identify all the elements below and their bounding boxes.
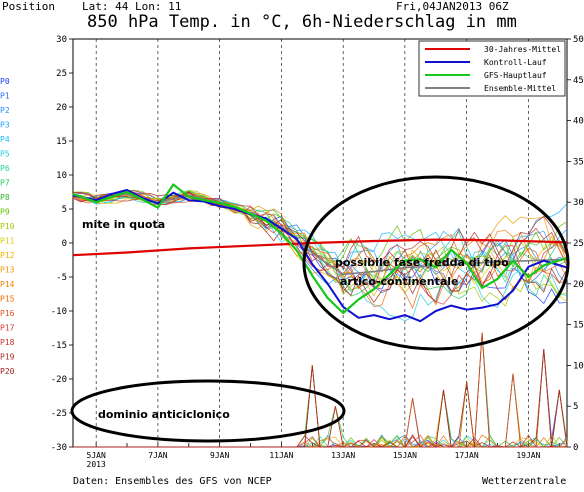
legend-label-30-jahres-mittel: 30-Jahres-Mittel	[484, 45, 561, 54]
member-label-p3: P3	[0, 121, 10, 130]
member-label-p6: P6	[0, 164, 10, 173]
right-tick-label: 10	[573, 361, 584, 371]
left-tick-label: 15	[56, 137, 67, 147]
legend-box	[418, 40, 566, 97]
member-label-p14: P14	[0, 280, 15, 289]
right-tick-label: 20	[573, 280, 584, 290]
left-axis: 30 25 20 15 10 5 0 -5 -10 -15 -20 -25 -30	[51, 35, 73, 453]
ensemble-member-line	[72, 190, 568, 304]
right-tick-label: 5	[573, 402, 578, 412]
member-label-p5: P5	[0, 150, 10, 159]
annotation-ellipse-anticyclone	[70, 379, 346, 443]
right-tick-label: 35	[573, 157, 584, 167]
right-tick-label: 45	[573, 76, 584, 86]
member-label-p11: P11	[0, 237, 15, 246]
member-label-p15: P15	[0, 295, 15, 304]
series-gfs-hauptlauf	[72, 183, 568, 315]
member-label-p13: P13	[0, 266, 15, 275]
annotation-ellipse-cold	[302, 175, 570, 351]
annotation-mite-in-quota: mite in quota	[82, 218, 165, 231]
legend-label-kontroll-lauf: Kontroll-Lauf	[484, 58, 547, 67]
lat-lon-label: Lat: 44 Lon: 11	[82, 0, 181, 13]
x-tick-label: 19JAN	[516, 451, 540, 460]
precip-member-line	[73, 349, 568, 448]
legend: 30-Jahres-Mittel Kontroll-Lauf GFS-Haupt…	[418, 40, 566, 97]
precipitation-traces	[73, 332, 568, 449]
member-label-p12: P12	[0, 251, 15, 260]
footer-source: Daten: Ensembles des GFS von NCEP	[73, 476, 272, 487]
annotation-cold-line-2: artico-continentale	[340, 275, 459, 288]
member-label-p9: P9	[0, 208, 10, 217]
position-label: Position	[2, 0, 55, 13]
right-tick-label: 15	[573, 321, 584, 331]
x-tick-label: 2013	[87, 460, 106, 469]
right-tick-label: 30	[573, 198, 584, 208]
member-label-p10: P10	[0, 222, 15, 231]
right-tick-label: 0	[573, 443, 578, 453]
member-label-p8: P8	[0, 193, 10, 202]
x-tick-label: 13JAN	[331, 451, 355, 460]
member-label-p1: P1	[0, 92, 10, 101]
member-legend: P0 P1 P2 P3 P4 P5 P6 P7 P8 P9 P10 P11 P12 P13 P14 P15 P1…	[0, 77, 15, 376]
member-label-p20: P20	[0, 367, 15, 376]
date-label: Fri,04JAN2013 06Z	[396, 0, 509, 13]
left-tick-label: -20	[51, 375, 67, 385]
right-tick-label: 50	[573, 35, 584, 45]
main-series	[72, 183, 568, 323]
member-label-p2: P2	[0, 106, 10, 115]
chart-title: 850 hPa Temp. in °C, 6h-Niederschlag in …	[87, 12, 517, 32]
left-tick-label: 20	[56, 103, 67, 113]
member-label-p19: P19	[0, 353, 15, 362]
member-label-p7: P7	[0, 179, 10, 188]
left-tick-label: 0	[62, 239, 67, 249]
right-tick-label: 25	[573, 239, 584, 249]
ensemble-member-line	[72, 190, 568, 307]
x-tick-label: 15JAN	[393, 451, 417, 460]
left-tick-label: -5	[56, 273, 67, 283]
legend-label-gfs-hauptlauf: GFS-Hauptlauf	[484, 71, 547, 80]
left-tick-label: 30	[56, 35, 67, 45]
x-tick-label: 17JAN	[455, 451, 479, 460]
x-tick-label: 5JAN	[87, 451, 106, 460]
x-tick-label: 7JAN	[148, 451, 167, 460]
member-label-p17: P17	[0, 324, 15, 333]
left-tick-label: 25	[56, 69, 67, 79]
member-label-p16: P16	[0, 309, 15, 318]
annotation-cold-line-1: possibile fase fredda di tipo	[335, 256, 509, 269]
series-30-jahres-mittel	[72, 238, 568, 257]
ensemble-member-line	[72, 192, 568, 285]
right-tick-label: 40	[573, 117, 584, 127]
member-label-p0: P0	[0, 77, 10, 86]
left-tick-label: -25	[51, 409, 67, 419]
x-tick-label: 9JAN	[210, 451, 229, 460]
left-tick-label: 10	[56, 171, 67, 181]
left-tick-label: -30	[51, 443, 67, 453]
left-tick-label: -10	[51, 307, 67, 317]
left-tick-label: 5	[62, 205, 67, 215]
annotation-anticyclone: dominio anticiclonico	[98, 408, 230, 421]
x-tick-label: 11JAN	[269, 451, 293, 460]
member-label-p4: P4	[0, 135, 10, 144]
footer-brand: Wetterzentrale	[482, 476, 566, 487]
member-label-p18: P18	[0, 338, 15, 347]
legend-label-ensemble-mittel: Ensemble-Mittel	[484, 84, 556, 93]
left-tick-label: -15	[51, 341, 67, 351]
